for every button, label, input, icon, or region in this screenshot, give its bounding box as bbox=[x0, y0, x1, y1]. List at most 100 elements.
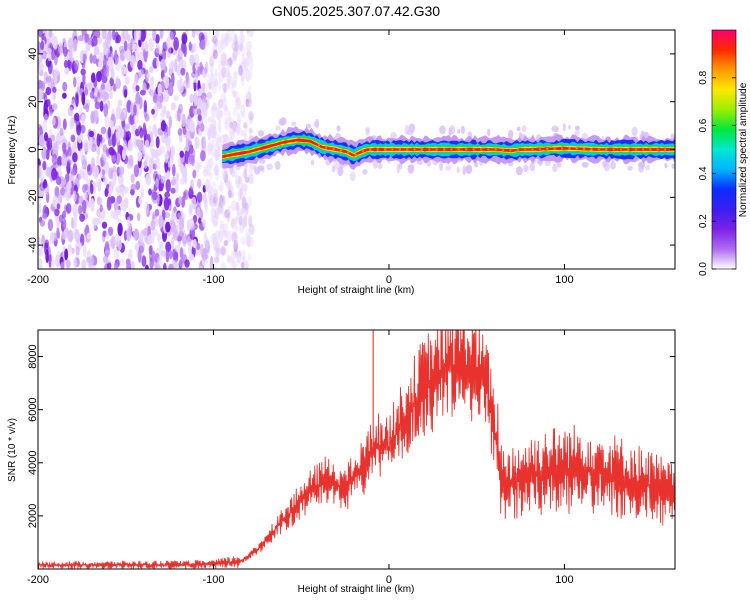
ridge-core-dot bbox=[339, 149, 343, 152]
snr-series bbox=[38, 330, 675, 569]
colorbar-tick-label: 0.0 bbox=[698, 262, 709, 276]
colorbar-label: Normalized spectral amplitude bbox=[738, 82, 749, 217]
spectrogram-noise-cell bbox=[224, 116, 231, 125]
spectrogram-noise-cell bbox=[164, 152, 169, 164]
spectrogram-noise-cell bbox=[209, 186, 215, 200]
spectrogram-noise-cell bbox=[229, 117, 234, 131]
spectrogram-noise-cell bbox=[38, 164, 41, 179]
spectrogram-noise-cell bbox=[104, 249, 111, 257]
spectrogram-noise-cell bbox=[61, 153, 67, 167]
spectrogram-noise-cell bbox=[61, 231, 67, 240]
spectrogram-noise-cell bbox=[210, 105, 215, 119]
spectrogram-noise-cell bbox=[166, 36, 171, 48]
spectrogram-noise-cell bbox=[130, 260, 135, 269]
spectrogram-noise-cell bbox=[180, 196, 186, 208]
spectrogram-noise-cell bbox=[106, 262, 112, 269]
spectrogram-noise-cell bbox=[233, 70, 238, 83]
spectrogram-noise-cell bbox=[246, 40, 252, 52]
colorbar-tick-label: 0.6 bbox=[698, 118, 709, 132]
ridge-core-dot bbox=[391, 148, 394, 151]
spectrogram-noise-cell bbox=[186, 236, 192, 247]
spectrogram-noise-cell bbox=[231, 218, 237, 230]
spectrogram-noise-cell bbox=[123, 40, 128, 52]
spectrogram-noise-cell bbox=[133, 164, 140, 178]
spectrogram-noise-cell bbox=[231, 231, 237, 243]
spectrogram-noise-cell bbox=[170, 145, 176, 158]
spectrogram-noise-cell bbox=[220, 246, 227, 256]
snr-x-tick-label: -100 bbox=[202, 574, 224, 586]
spectrogram-noise-cell bbox=[212, 215, 218, 226]
spectrogram-noise-cell bbox=[65, 190, 71, 201]
spectrogram-noise-cell bbox=[121, 65, 125, 77]
spectrogram-y-label: Frequency (Hz) bbox=[7, 116, 18, 185]
spectrogram-y-axis: -40 -20 0 20 40 bbox=[27, 48, 675, 253]
spectrogram-noise-cell bbox=[48, 108, 53, 117]
spectrogram-x-tick-label: 0 bbox=[386, 274, 392, 286]
spectrogram-noise-cell bbox=[168, 115, 173, 129]
spectrogram-noise-cell bbox=[151, 191, 158, 201]
spectrogram-noise-cell bbox=[231, 260, 238, 269]
ridge-core-dot bbox=[523, 148, 527, 151]
spectrogram-noise-cell bbox=[574, 125, 580, 131]
spectrogram-noise-cell bbox=[217, 81, 222, 92]
spectrogram-noise-cell bbox=[274, 160, 281, 171]
spectrogram-noise-cell bbox=[140, 30, 146, 42]
spectrogram-noise-cell bbox=[188, 41, 192, 52]
ridge-core-dot bbox=[457, 148, 461, 151]
spectrogram-noise-cell bbox=[72, 152, 78, 163]
spectrogram-noise-cell bbox=[224, 209, 231, 219]
ridge-core-dot bbox=[634, 148, 637, 151]
spectrogram-noise-cell bbox=[150, 76, 155, 87]
spectrogram-noise-cell bbox=[258, 159, 266, 164]
spectrogram-noise-cell bbox=[89, 91, 94, 99]
spectrogram-noise-cell bbox=[126, 228, 132, 242]
spectrogram-noise-cell bbox=[142, 122, 147, 136]
spectrogram-noise-cell bbox=[197, 88, 203, 97]
ridge-core-dot bbox=[531, 148, 534, 151]
spectrogram-noise-cell bbox=[121, 148, 127, 161]
spectrogram-noise-cell bbox=[248, 111, 254, 121]
spectrogram-noise-cell bbox=[49, 237, 55, 245]
spectrogram-noise-cell bbox=[165, 178, 171, 193]
spectrogram-noise-cell bbox=[131, 43, 138, 50]
spectrogram-noise-cell bbox=[67, 229, 74, 243]
spectrogram-noise-cell bbox=[75, 93, 79, 107]
spectrogram-noise-cell bbox=[144, 139, 149, 149]
spectrogram-noise-cell bbox=[603, 162, 610, 172]
spectrogram-noise-cell bbox=[62, 118, 67, 131]
spectrogram-noise-cell bbox=[76, 124, 82, 136]
snr-panel: -200 -100 0 100 2000 4000 6000 8000 Height of … bbox=[7, 329, 676, 595]
spectrogram-noise-cell bbox=[73, 59, 80, 71]
spectrogram-noise-cell bbox=[38, 257, 43, 269]
ridge-core-dot bbox=[420, 148, 424, 151]
spectrogram-noise-cell bbox=[72, 203, 78, 218]
spectrogram-noise-cell bbox=[103, 103, 109, 118]
spectrogram-noise-cell bbox=[140, 187, 144, 199]
snr-y-axis: 2000 4000 6000 8000 bbox=[27, 344, 675, 528]
spectrogram-noise-cell bbox=[115, 78, 121, 90]
spectrogram-noise-cell bbox=[523, 164, 529, 173]
snr-x-tick-label: 100 bbox=[555, 574, 573, 586]
spectrogram-noise-cell bbox=[208, 157, 214, 169]
spectrogram-noise-cell bbox=[236, 113, 241, 126]
spectrogram-noise-cell bbox=[196, 108, 202, 116]
spectrogram-noise-cell bbox=[637, 162, 645, 168]
spectrogram-noise-cell bbox=[240, 236, 247, 246]
spectrogram-noise-cell bbox=[57, 164, 62, 173]
spectrogram-noise-cell bbox=[67, 37, 74, 50]
spectrogram-noise-cell bbox=[124, 124, 130, 132]
spectrogram-noise-cell bbox=[178, 83, 184, 94]
spectrogram-noise-cell bbox=[103, 67, 110, 78]
snr-x-tick-label: 0 bbox=[386, 574, 392, 586]
spectrogram-noise-cell bbox=[223, 37, 229, 46]
spectrogram-noise-cell bbox=[147, 234, 153, 245]
ridge-core-dot bbox=[597, 148, 601, 151]
spectrogram-noise-cell bbox=[196, 191, 203, 203]
spectrogram-noise-cell bbox=[137, 140, 144, 152]
spectrogram-noise-cell bbox=[175, 181, 179, 194]
spectrogram-noise-cell bbox=[228, 191, 234, 199]
spectrogram-noise-cell bbox=[178, 230, 184, 239]
spectrogram-noise-cell bbox=[212, 49, 218, 60]
spectrogram-noise-cell bbox=[103, 91, 110, 101]
